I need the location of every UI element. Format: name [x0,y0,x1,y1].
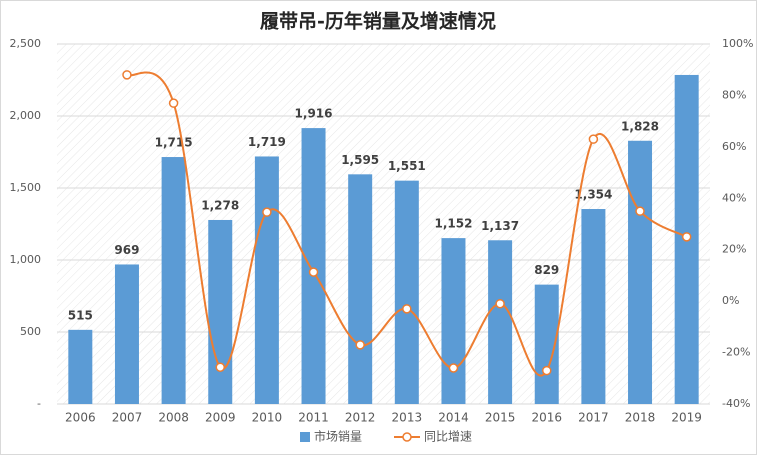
bar [348,174,373,404]
x-tick-label: 2006 [65,411,96,425]
value-label: 1,137 [481,219,519,233]
chart-title: 履带吊-历年销量及增速情况 [260,10,496,33]
value-label: 969 [114,243,139,257]
line-point [448,363,459,373]
value-label: 1,719 [248,135,286,149]
line-point [681,232,692,242]
x-tick-label: 2010 [252,411,283,425]
bar [394,180,419,404]
y-tick-label: 1,000 [10,253,42,266]
y-tick-label: 2,000 [10,109,42,122]
plot-area [57,44,710,404]
legend-swatch [300,432,310,442]
line-point [215,362,225,372]
value-label: 1,595 [341,153,379,167]
line-point [308,267,319,277]
line-point [262,207,272,217]
line-point [122,70,132,80]
x-tick-label: 2016 [531,411,562,425]
y2-tick-label: -20% [722,346,750,359]
y2-tick-label: 60% [722,140,746,153]
bar [254,156,279,404]
x-tick-label: 2011 [298,411,329,425]
y-tick-label: 2,500 [10,37,42,50]
y2-tick-label: 100% [722,37,753,50]
x-tick-label: 2019 [671,411,702,425]
line-point [355,340,365,350]
y2-tick-label: 20% [722,243,746,256]
line-point [542,365,552,376]
x-tick-label: 2015 [485,411,516,425]
line [126,71,688,377]
bar [208,219,233,404]
legend-label: 同比增速 [424,430,472,444]
y2-tick-label: 0% [722,294,739,307]
x-tick-label: 2012 [345,411,376,425]
value-label: 1,551 [388,159,426,173]
line-point [588,134,599,144]
bar [114,264,139,404]
bar [68,329,93,404]
x-tick-label: 2018 [625,411,656,425]
y2-tick-label: 80% [722,88,746,101]
y2-tick-label: 40% [722,191,746,204]
x-tick-label: 2008 [158,411,189,425]
x-tick-label: 2013 [392,411,423,425]
line-point [635,206,645,216]
line-point [168,98,179,108]
value-label: 1,354 [574,188,612,202]
value-label: 1,715 [155,136,193,150]
line-point [402,304,412,314]
bar [161,157,186,404]
value-label: 1,916 [295,107,333,121]
y-tick-label: 1,500 [10,181,42,194]
x-tick-label: 2017 [578,411,609,425]
y2-tick-label: -40% [722,397,750,410]
bar [488,240,513,404]
bar [628,140,653,404]
value-label: 1,828 [621,119,659,133]
bar [301,128,326,404]
bar [441,238,466,404]
x-tick-label: 2007 [112,411,143,425]
legend-label: 市场销量 [314,429,362,444]
value-label: 1,152 [434,217,472,231]
x-tick-label: 2014 [438,411,469,425]
value-label: 829 [534,263,559,277]
bar [581,209,606,404]
line-point [495,298,505,309]
y-tick-label: - [37,397,41,410]
legend-swatch [402,432,412,442]
value-label: 515 [68,308,93,322]
value-label: 1,278 [201,198,239,212]
x-tick-label: 2009 [205,411,236,425]
y-tick-label: 500 [20,325,41,338]
